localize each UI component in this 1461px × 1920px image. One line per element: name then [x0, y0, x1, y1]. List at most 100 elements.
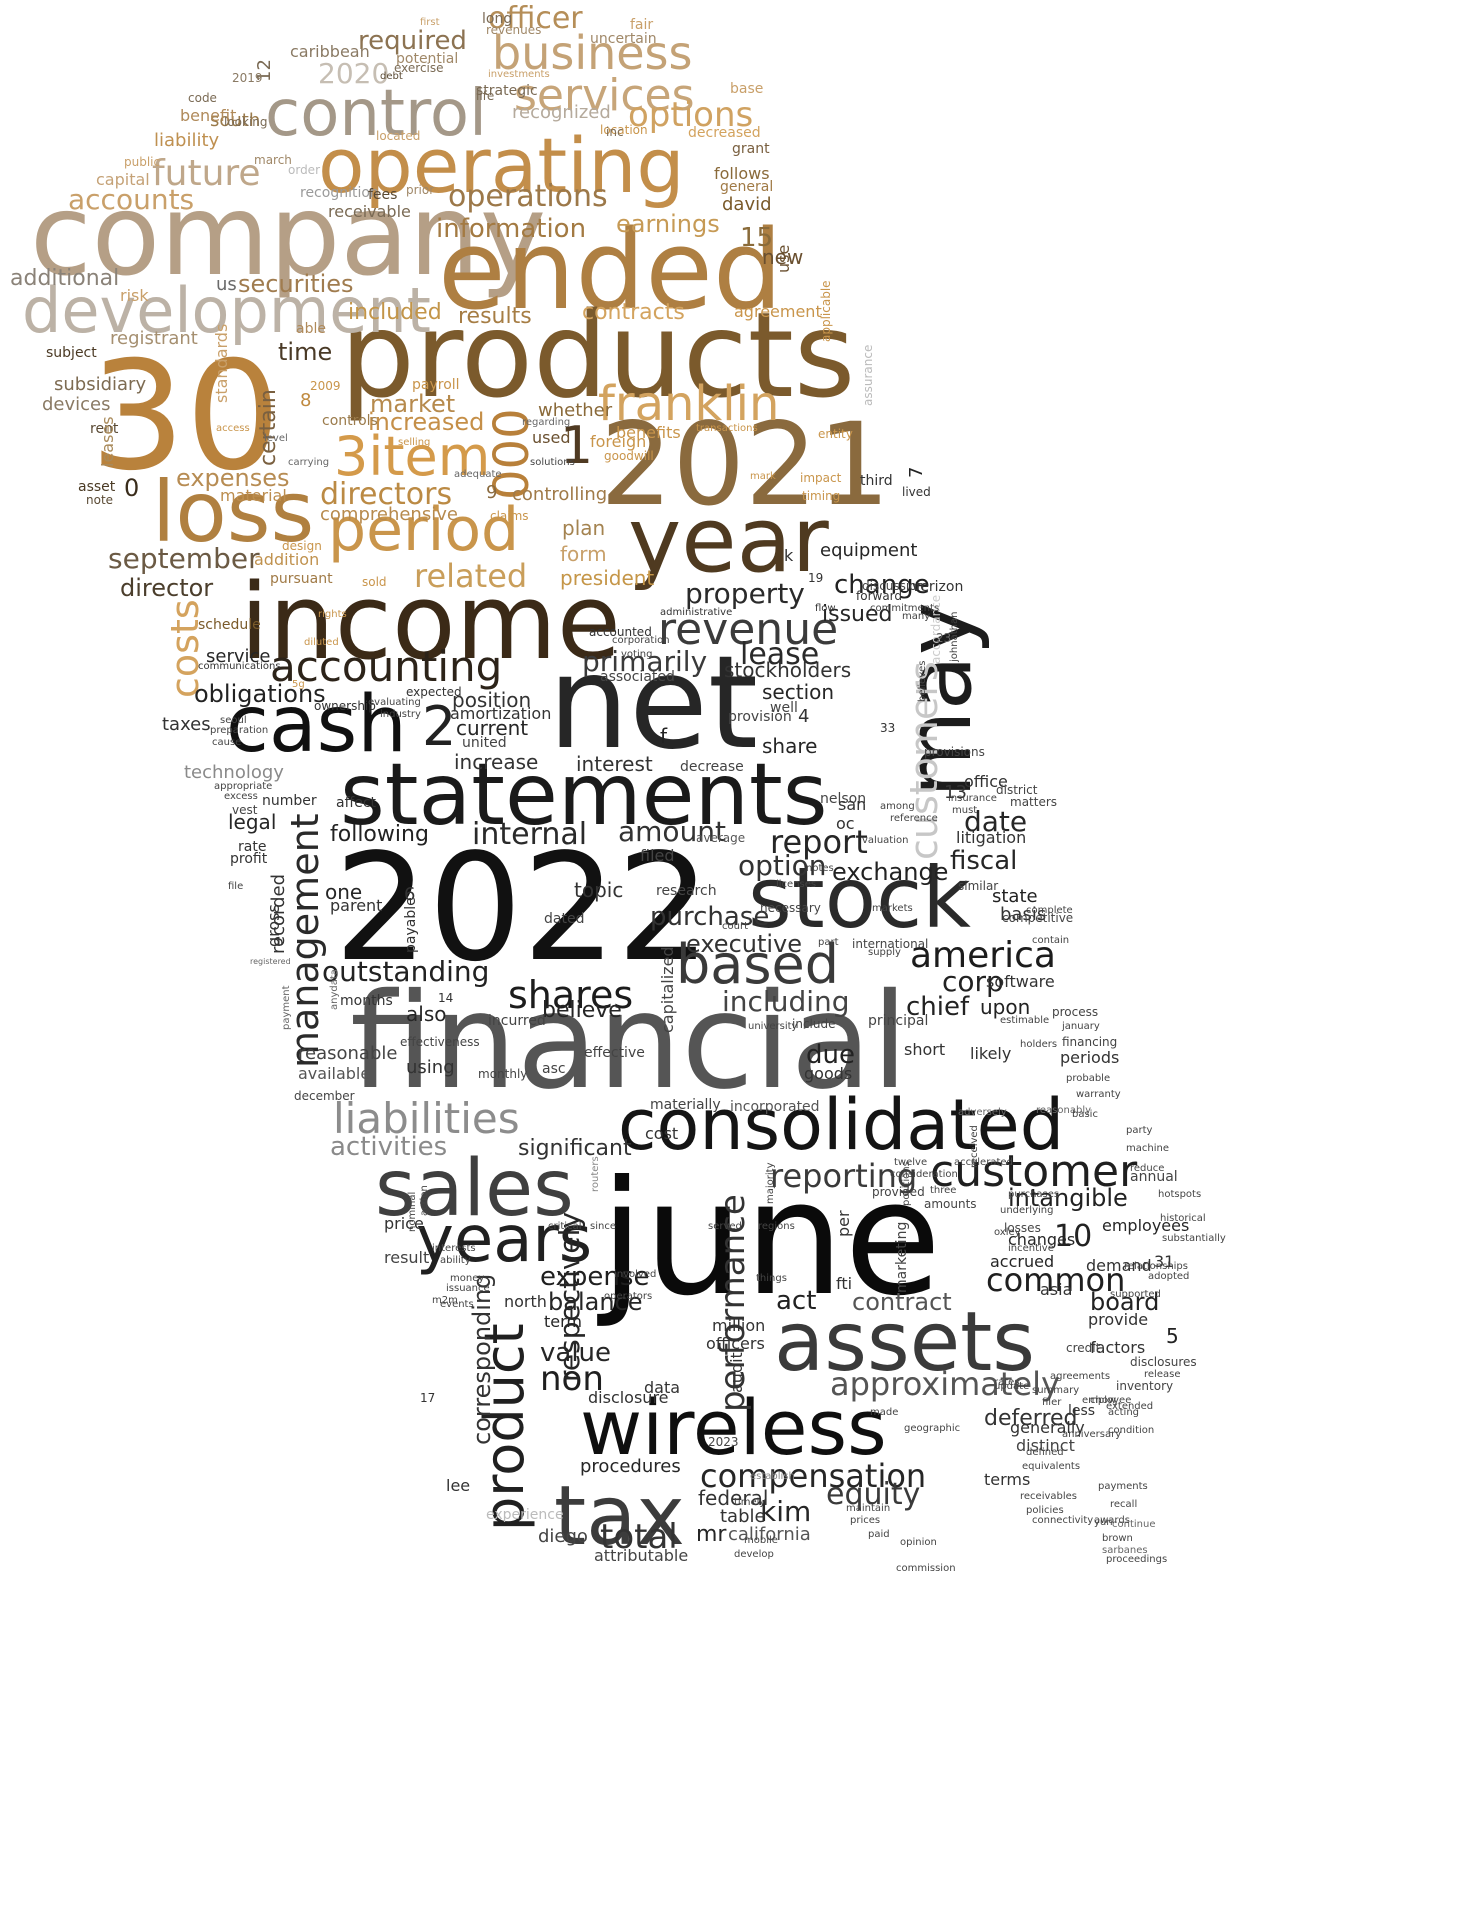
- word: incurred: [488, 1013, 546, 1029]
- word: 7: [906, 466, 927, 478]
- word: anydata: [329, 969, 340, 1010]
- word: evaluating: [368, 697, 421, 708]
- word: ended: [438, 206, 783, 334]
- word: san: [838, 795, 867, 814]
- word: financial: [350, 965, 909, 1119]
- word: date: [964, 805, 1028, 838]
- word: operating: [318, 121, 685, 210]
- word: warranty: [1076, 1089, 1121, 1100]
- word: 23: [936, 631, 952, 645]
- word: exchange: [832, 858, 949, 886]
- word: employee: [1082, 1395, 1132, 1406]
- word: commission: [896, 1563, 956, 1574]
- word: risk: [120, 286, 149, 305]
- word: commitments: [870, 603, 940, 614]
- word: directors: [320, 477, 453, 512]
- word: vest: [232, 803, 258, 817]
- word: agreement: [734, 302, 822, 321]
- word: periods: [1060, 1048, 1120, 1067]
- word: california: [728, 1524, 811, 1545]
- word: located: [376, 129, 421, 143]
- word: receivable: [328, 202, 411, 221]
- word: asset: [78, 479, 116, 495]
- word: disclosures: [1130, 1355, 1197, 1369]
- word: subsidiary: [54, 374, 147, 395]
- word: price: [384, 1214, 424, 1233]
- word: looking: [224, 115, 268, 129]
- word: money: [450, 1273, 485, 1284]
- word: transactions: [696, 423, 758, 434]
- word: assets: [774, 1295, 1036, 1390]
- word: tax: [554, 1469, 685, 1564]
- word: officers: [706, 1334, 765, 1353]
- word: principal: [868, 1013, 929, 1029]
- word: complete: [1026, 905, 1073, 916]
- word: loss: [152, 463, 315, 561]
- word: among: [880, 801, 915, 812]
- word: us: [216, 274, 237, 295]
- word: changes: [1008, 1230, 1076, 1249]
- word: subject: [46, 345, 97, 361]
- word: many: [902, 611, 931, 622]
- word: federal: [698, 1486, 769, 1510]
- word: design: [282, 539, 322, 553]
- word: revenues: [486, 23, 542, 37]
- word: leases: [98, 416, 117, 468]
- word: strategic: [476, 83, 538, 99]
- word: goods: [804, 1064, 853, 1083]
- word: reporting: [770, 1157, 918, 1195]
- word: purchases: [1008, 1189, 1060, 1200]
- word: standards: [212, 323, 231, 404]
- word: significant: [518, 1136, 632, 1161]
- word: act: [776, 1286, 817, 1316]
- word: process: [1052, 1005, 1099, 1019]
- word: controlling: [512, 484, 608, 505]
- word: regions: [758, 1221, 795, 1232]
- word: timely: [734, 1497, 766, 1508]
- word: united: [462, 735, 507, 751]
- word: agreements: [1050, 1371, 1111, 1382]
- word: new: [762, 245, 804, 269]
- word: regarding: [522, 417, 571, 428]
- word: stock: [748, 849, 971, 947]
- word: credit: [1066, 1341, 1101, 1355]
- word: included: [348, 300, 442, 325]
- word: international: [852, 937, 929, 951]
- word: adversely: [958, 1107, 1007, 1118]
- word: reasonable: [298, 1043, 398, 1064]
- word: president: [560, 566, 655, 590]
- word: wireless: [580, 1383, 887, 1472]
- word: deferred: [984, 1406, 1078, 1431]
- word: include: [792, 1017, 836, 1031]
- word: schedule: [198, 617, 261, 633]
- word: asia: [1040, 1280, 1073, 1299]
- word: provision: [728, 709, 792, 725]
- word: supply: [868, 947, 901, 958]
- word: well: [770, 700, 798, 716]
- word: believe: [542, 998, 622, 1023]
- word: sold: [362, 575, 387, 589]
- word: holders: [1020, 1039, 1058, 1050]
- word: majority: [765, 1162, 776, 1205]
- word: selling: [398, 437, 431, 448]
- word: awards: [1094, 1515, 1130, 1526]
- word: yun: [1094, 1517, 1113, 1528]
- word: 4: [798, 706, 810, 727]
- word: paid: [868, 1529, 890, 1540]
- word: prior: [406, 183, 435, 197]
- word: payment: [281, 985, 292, 1030]
- word: diluted: [304, 637, 339, 648]
- word: served: [708, 1221, 742, 1232]
- word: result: [384, 1248, 430, 1267]
- word: sales: [375, 1144, 574, 1234]
- word: fti: [836, 1274, 853, 1293]
- word: debt: [380, 71, 403, 82]
- word: taxes: [162, 714, 211, 735]
- word: contracts: [582, 300, 685, 325]
- word: mobile: [744, 1535, 778, 1546]
- word: liability: [154, 130, 220, 151]
- word: june: [600, 1147, 942, 1331]
- word: experience: [486, 1507, 564, 1523]
- word: value: [540, 1338, 612, 1368]
- word: provided: [872, 1185, 925, 1199]
